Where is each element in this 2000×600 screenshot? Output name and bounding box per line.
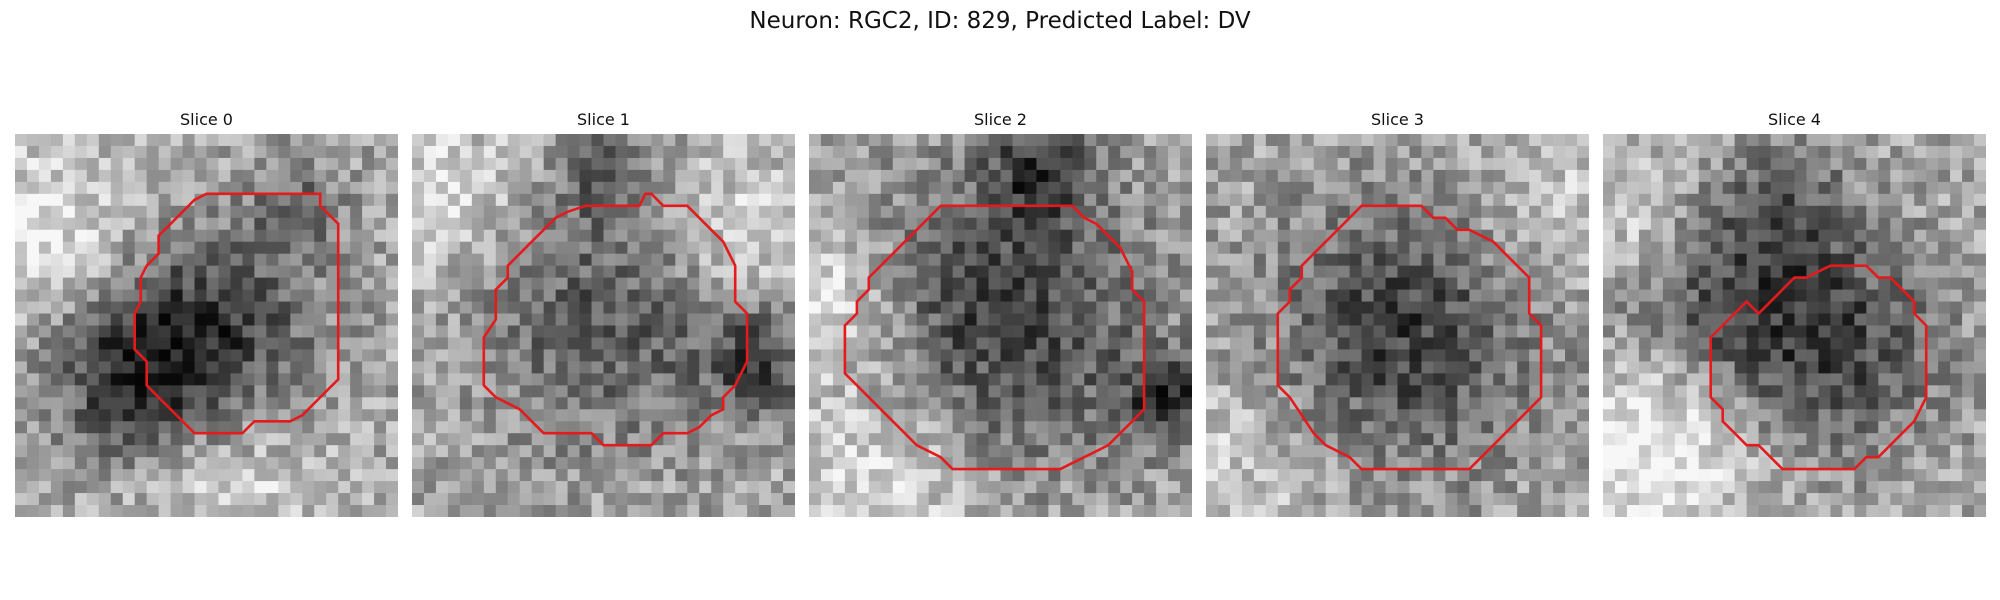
figure-title: Neuron: RGC2, ID: 829, Predicted Label: … [749, 8, 1251, 34]
slice-title-2: Slice 2 [974, 110, 1027, 129]
slice-panel-4: Slice 4 [1603, 110, 1986, 517]
slice-title-3: Slice 3 [1371, 110, 1424, 129]
segmentation-contour-2 [843, 204, 1146, 471]
segmentation-contour-0 [133, 192, 340, 435]
slice-image-0 [15, 134, 398, 517]
slice-title-4: Slice 4 [1768, 110, 1821, 129]
slice-panel-1: Slice 1 [412, 110, 795, 517]
slice-panel-0: Slice 0 [15, 110, 398, 517]
slice-panel-3: Slice 3 [1206, 110, 1589, 517]
segmentation-contour-4 [1709, 264, 1928, 471]
slice-image-3 [1206, 134, 1589, 517]
slice-image-2 [809, 134, 1192, 517]
slice-title-1: Slice 1 [577, 110, 630, 129]
segmentation-contour-1 [482, 192, 749, 447]
segmentation-contour-3 [1276, 204, 1543, 471]
slice-image-1 [412, 134, 795, 517]
slice-title-0: Slice 0 [180, 110, 233, 129]
slice-panel-2: Slice 2 [809, 110, 1192, 517]
slice-image-4 [1603, 134, 1986, 517]
